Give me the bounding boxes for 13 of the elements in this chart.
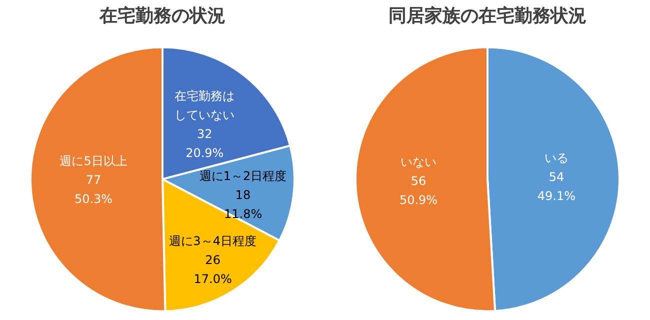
chart-title: 在宅勤務の状況 xyxy=(98,6,226,26)
data-label: 56 50.9% xyxy=(399,174,438,208)
data-label: 26 17.0% xyxy=(194,252,232,286)
slice-label: 週に3～4日程度 xyxy=(169,234,256,248)
slice-label: いない xyxy=(400,155,437,170)
data-label: 54 49.1% xyxy=(537,170,576,204)
slice-label: いる xyxy=(544,151,568,166)
data-label: 77 50.3% xyxy=(74,172,113,206)
slice-label: 週に5日以上 xyxy=(60,154,128,168)
chart-title: 同居家族の在宅勤務状況 xyxy=(388,6,586,26)
slice-label: 週に1～2日程度 xyxy=(199,168,287,183)
data-label: 32 20.9% xyxy=(186,127,224,160)
slice-label: 在宅勤務はしていない xyxy=(174,89,235,122)
